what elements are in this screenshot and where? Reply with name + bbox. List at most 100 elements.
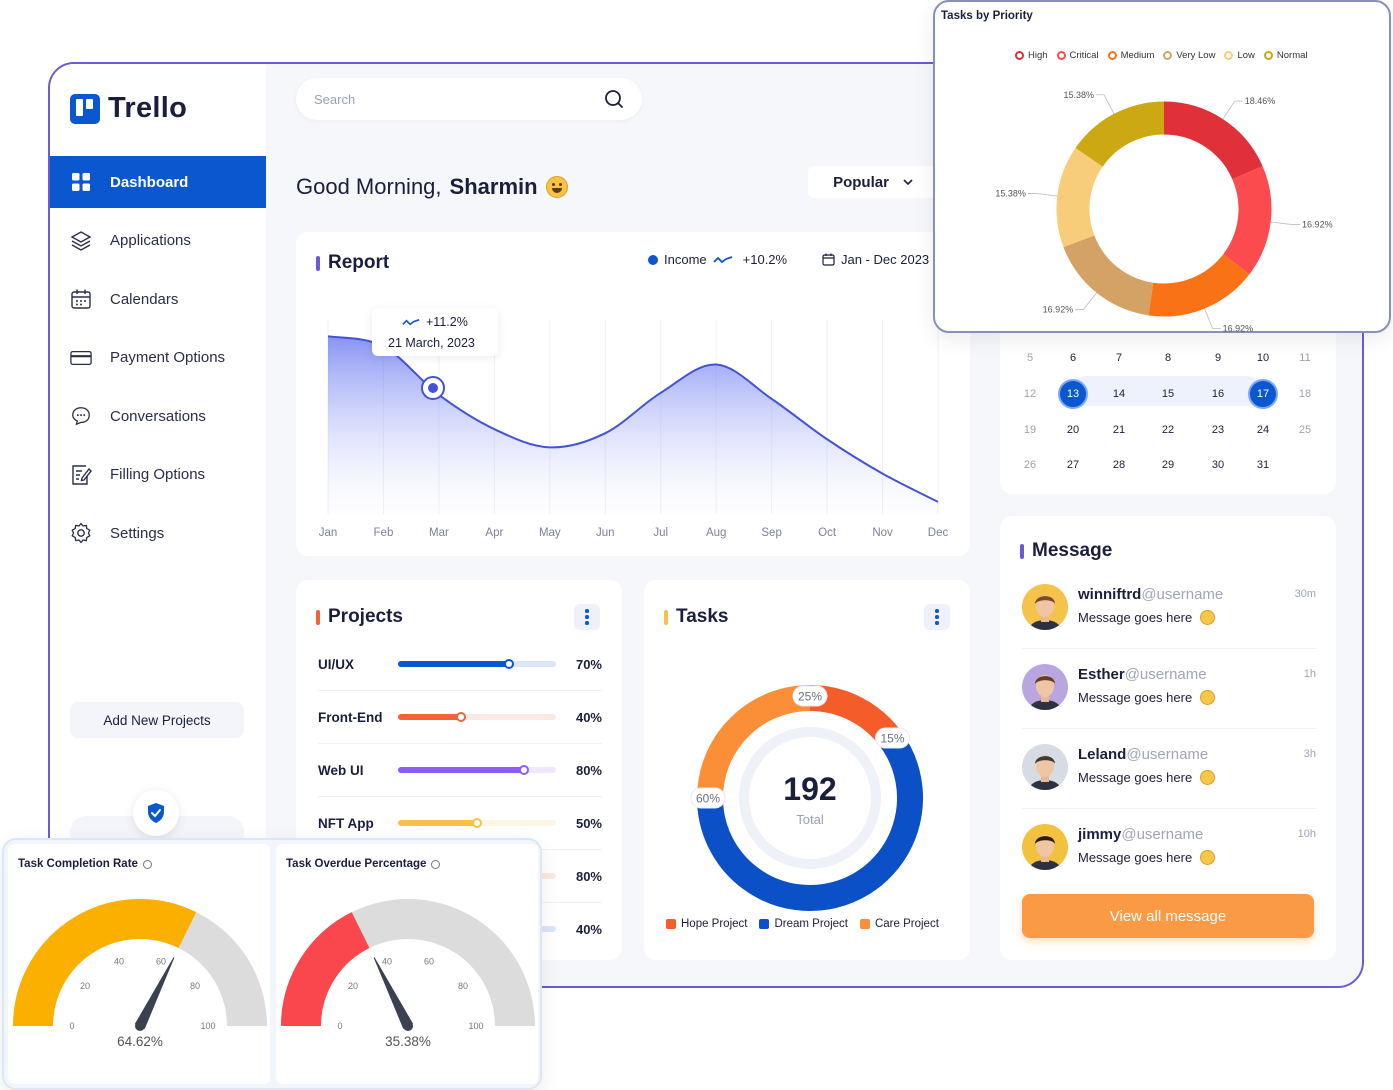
avatar[interactable] [1022,664,1068,710]
sidebar-item-settings[interactable]: Settings [50,507,266,559]
project-row[interactable]: NFT App 50% [318,803,602,843]
tasks-card: Tasks 15% 60% 25% 192 Total Hope Project Drea… [644,580,970,960]
message-sender[interactable]: Leland@username [1078,746,1209,763]
calendar-day[interactable]: 30 [1211,459,1225,471]
priority-legend-item[interactable]: Critical [1056,50,1099,61]
gauge-tick-label: 20 [80,981,90,991]
calendar-day[interactable]: 5 [1026,352,1034,364]
avatar[interactable] [1022,824,1068,870]
calendar-day[interactable]: 23 [1211,424,1225,436]
calendar-day[interactable]: 9 [1214,352,1222,364]
app-logo[interactable]: Trello [70,92,187,125]
tasks-legend-label: Care Project [874,918,939,930]
tasks-legend-item[interactable]: Care Project [859,918,939,930]
project-percent: 40% [575,921,602,937]
sidebar-item-dashboard[interactable]: Dashboard [50,156,266,208]
calendar-day[interactable]: 13 [1058,379,1088,409]
tasks-legend-item[interactable]: Hope Project [666,918,747,930]
tasks-segment-label: 60% [690,787,726,809]
report-legend: Income +10.2% [648,252,787,267]
calendar-day[interactable]: 27 [1066,459,1080,471]
report-card: Report Income +10.2% Jan - Dec 2023 Jan F… [296,232,970,556]
tasks-legend-item[interactable]: Dream Project [759,918,848,930]
x-tick-label: Jun [596,527,615,539]
calendar-day[interactable]: 14 [1112,388,1126,400]
calendar-day[interactable]: 6 [1069,352,1077,364]
gauge-value-label: 64.62% [117,1034,163,1049]
calendar-day[interactable]: 18 [1298,388,1312,400]
message-item[interactable]: Leland@username Message goes here 3h [1022,744,1316,814]
calendar-day[interactable]: 26 [1023,459,1037,471]
legend-ring-icon [1015,51,1024,60]
gauge-hub [135,1021,145,1031]
projects-more-menu-icon[interactable] [574,604,600,630]
search-input[interactable]: Search [314,91,356,107]
message-sender[interactable]: Esther@username [1078,666,1207,683]
project-progress-knob[interactable] [456,712,467,722]
message-sender[interactable]: winniftrd@username [1078,586,1224,603]
sort-dropdown[interactable]: Popular [808,166,938,198]
gauge-tick-label: 100 [200,1021,215,1031]
calendar-day[interactable]: 11 [1299,352,1311,364]
calendar-day[interactable]: 15 [1161,388,1175,400]
shield-icon[interactable] [133,790,179,836]
priority-legend-item[interactable]: Medium [1107,50,1154,61]
message-item[interactable]: winniftrd@username Message goes here 30m [1022,584,1316,654]
priority-legend-item[interactable]: Normal [1263,50,1308,61]
calendar-day[interactable]: 19 [1023,424,1037,436]
calendar-day[interactable]: 12 [1023,388,1037,400]
sidebar-item-label: Applications [110,232,191,249]
calendar-day[interactable]: 29 [1161,459,1175,471]
calendar-day[interactable]: 21 [1112,424,1126,436]
row-divider [318,690,602,691]
priority-legend-item[interactable]: Low [1224,50,1255,61]
sidebar-item-conversations[interactable]: Conversations [50,390,266,442]
calendar-day[interactable]: 8 [1164,352,1172,364]
x-tick-label: Jul [653,527,668,539]
view-all-messages-button[interactable]: View all message [1022,894,1314,938]
priority-legend-item[interactable]: Very Low [1163,50,1215,61]
leader-line [1027,193,1058,197]
calendar-day[interactable]: 28 [1112,459,1126,471]
calendar-day[interactable]: 17 [1248,379,1278,409]
message-preview: Message goes here [1078,770,1216,785]
calendar-day[interactable]: 25 [1298,424,1312,436]
calendar-day[interactable]: 7 [1115,352,1123,364]
calendar-day[interactable]: 16 [1211,388,1225,400]
message-title: Message [1020,540,1112,562]
avatar[interactable] [1022,744,1068,790]
chart-tooltip: +11.2% 21 March, 2023 [372,308,498,356]
message-time: 30m [1294,588,1316,600]
message-item[interactable]: Esther@username Message goes here 1h [1022,664,1316,734]
sidebar-item-filling-options[interactable]: Filling Options [50,449,266,501]
sidebar-item-label: Filling Options [110,466,206,483]
calendar-day[interactable]: 10 [1256,352,1270,364]
calendar-day[interactable]: 24 [1256,424,1270,436]
add-new-projects-button[interactable]: Add New Projects [70,702,244,738]
project-progress-knob[interactable] [472,818,482,828]
project-row[interactable]: UI/UX 70% [318,644,602,684]
project-progress-knob[interactable] [503,659,514,669]
search-bar[interactable]: Search [296,78,642,120]
sidebar-item-payment-options[interactable]: Payment Options [50,332,266,384]
message-sender[interactable]: jimmy@username [1078,826,1204,843]
sidebar-item-applications[interactable]: Applications [50,215,266,267]
project-name: Front-End [318,709,383,725]
project-progress-knob[interactable] [519,765,530,775]
info-icon[interactable] [431,859,441,869]
search-icon[interactable] [604,89,624,109]
project-row[interactable]: Front-End 40% [318,697,602,737]
calendar-day[interactable]: 31 [1256,459,1270,471]
date-range-picker[interactable]: Jan - Dec 2023 [822,252,929,267]
calendar-day[interactable]: 20 [1066,424,1080,436]
calendar-day[interactable]: 22 [1161,424,1175,436]
priority-legend-item[interactable]: High [1015,50,1048,61]
task-completion-rate-card: Task Completion Rate 0 20 40 60 80 100 64.62% [8,844,270,1084]
tasks-more-menu-icon[interactable] [924,604,950,630]
credit-card-icon [70,347,92,369]
project-row[interactable]: Web UI 80% [318,750,602,790]
message-item[interactable]: jimmy@username Message goes here 10h [1022,824,1316,894]
sidebar-item-calendars[interactable]: Calendars [50,273,266,325]
avatar[interactable] [1022,584,1068,630]
info-icon[interactable] [142,859,152,869]
